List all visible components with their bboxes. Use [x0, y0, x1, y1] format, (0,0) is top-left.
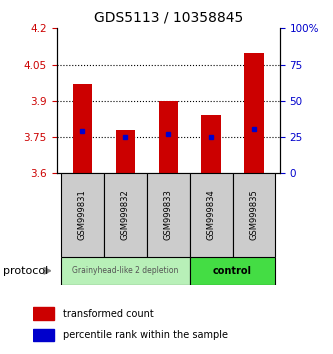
Text: Grainyhead-like 2 depletion: Grainyhead-like 2 depletion: [72, 266, 178, 275]
Text: GSM999833: GSM999833: [164, 190, 173, 240]
Bar: [189, 257, 275, 285]
Bar: [147, 173, 189, 257]
Bar: [33, 329, 54, 341]
Text: GSM999831: GSM999831: [78, 190, 87, 240]
Text: protocol: protocol: [3, 266, 49, 276]
Text: GSM999835: GSM999835: [249, 190, 258, 240]
Bar: [61, 257, 189, 285]
Text: percentile rank within the sample: percentile rank within the sample: [63, 330, 227, 340]
Bar: [232, 173, 275, 257]
Bar: [244, 52, 264, 173]
Bar: [201, 115, 221, 173]
Text: transformed count: transformed count: [63, 309, 154, 319]
Bar: [159, 101, 178, 173]
Bar: [116, 130, 135, 173]
Bar: [189, 173, 232, 257]
Bar: [104, 173, 147, 257]
Text: GSM999834: GSM999834: [206, 190, 215, 240]
Bar: [61, 173, 104, 257]
Text: GSM999832: GSM999832: [121, 190, 130, 240]
Bar: [33, 307, 54, 320]
Title: GDS5113 / 10358845: GDS5113 / 10358845: [94, 10, 243, 24]
Text: control: control: [213, 266, 252, 276]
Bar: [73, 84, 92, 173]
